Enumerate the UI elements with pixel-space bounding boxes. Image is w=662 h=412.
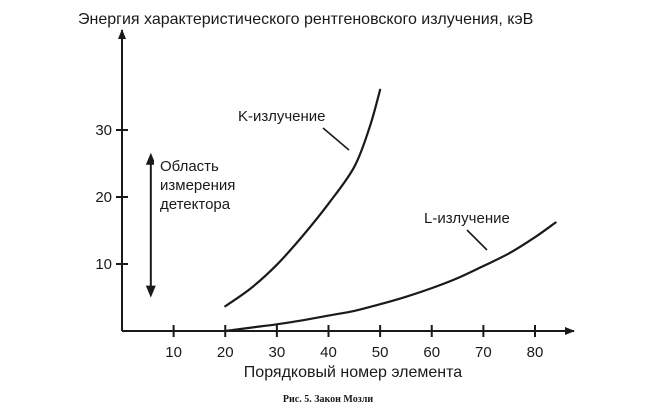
- series-label-k: K-излучение: [238, 108, 326, 125]
- x-axis-label: Порядковый номер элемента: [244, 364, 462, 381]
- annotation-layer: Область измерения детектора: [145, 152, 246, 298]
- series-label-l: L-излучение: [424, 210, 510, 227]
- x-tick-label-30: 30: [269, 344, 286, 361]
- x-tick-label-70: 70: [475, 344, 492, 361]
- detector-range-text-bg-2: [154, 195, 246, 214]
- x-tick-label-10: 10: [165, 344, 182, 361]
- x-tick-label-50: 50: [372, 344, 389, 361]
- ticks: 10 20 30 40 50 60 70 80 10 20 30: [95, 122, 543, 361]
- y-tick-label-20: 20: [95, 189, 112, 206]
- detector-range-text-bg-0: [154, 157, 246, 176]
- x-tick-label-60: 60: [423, 344, 440, 361]
- axes: [118, 29, 575, 335]
- chart-title: Энергия характеристического рентгеновско…: [78, 11, 533, 28]
- detector-range-text-bg-1: [154, 176, 246, 195]
- x-tick-label-40: 40: [320, 344, 337, 361]
- detector-range-text-1: измерения: [160, 177, 235, 194]
- detector-range-text-2: детектора: [160, 196, 231, 213]
- series-leader-l: [466, 229, 488, 251]
- series-line-l: [224, 221, 557, 333]
- y-tick-label-10: 10: [95, 256, 112, 273]
- x-tick-label-80: 80: [527, 344, 544, 361]
- figure-caption: Рис. 5. Закон Мозли: [283, 394, 373, 405]
- series-layer: K-излучение L-излучение: [224, 88, 557, 333]
- y-tick-label-30: 30: [95, 122, 112, 139]
- series-leader-k: [322, 127, 350, 151]
- series-line-k: [224, 88, 382, 308]
- x-tick-label-20: 20: [217, 344, 234, 361]
- detector-range-arrow-up: [145, 152, 156, 165]
- detector-range-text-0: Область: [160, 158, 219, 175]
- detector-range-arrow-down: [145, 285, 156, 298]
